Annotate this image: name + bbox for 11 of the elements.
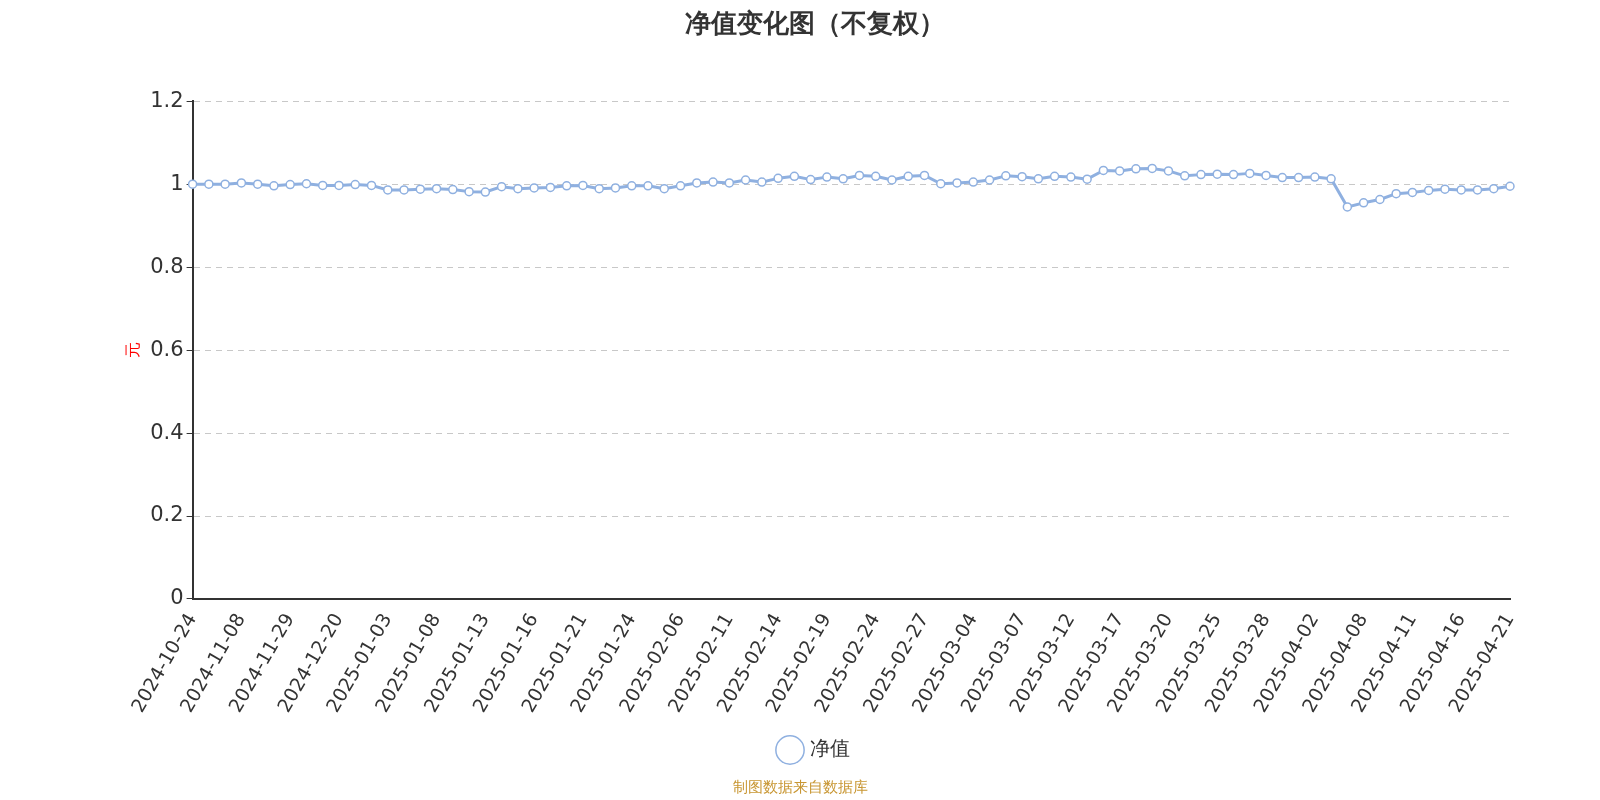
y-tick-label: 0 bbox=[170, 585, 184, 610]
y-tick-label: 0.4 bbox=[150, 419, 184, 444]
y-axis-title: 元 bbox=[122, 342, 142, 359]
chart-title: 净值变化图（不复权） bbox=[685, 8, 945, 39]
y-tick-label: 0.2 bbox=[150, 502, 184, 527]
y-tick-label: 1.2 bbox=[150, 87, 184, 112]
legend-label: 净值 bbox=[810, 736, 850, 761]
y-tick-label: 0.8 bbox=[150, 253, 184, 278]
y-tick-label: 1 bbox=[170, 170, 184, 195]
y-tick-label: 0.6 bbox=[150, 336, 184, 361]
text: 制图数据来自数据库 bbox=[732, 778, 868, 797]
